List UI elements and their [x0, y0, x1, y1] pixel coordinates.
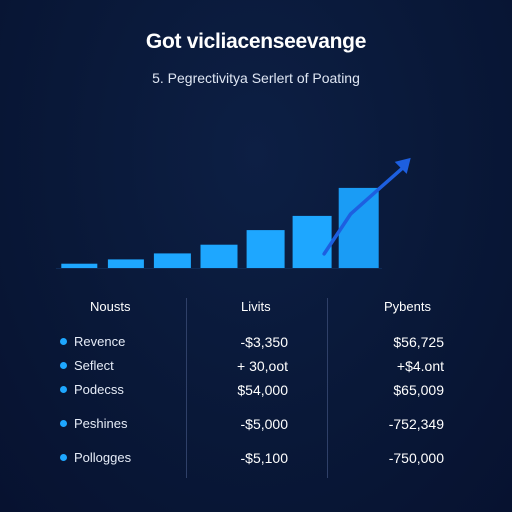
chart-baseline — [56, 268, 382, 269]
bar-chart — [56, 157, 411, 269]
row-value-2: -$3,350 — [240, 334, 288, 350]
bar — [107, 259, 144, 268]
trend-line — [322, 166, 405, 256]
table-row: Podecss $54,000 $65,009 — [0, 380, 512, 400]
bar — [292, 215, 332, 268]
bullet-icon — [60, 362, 67, 369]
table-row: Seflect + 30,oot +$4.ont — [0, 356, 512, 376]
bar — [200, 244, 238, 268]
bullet-icon — [60, 338, 67, 345]
row-value-2: + 30,oot — [237, 358, 288, 374]
row-value-3: -752,349 — [388, 416, 444, 432]
row-value-3: -750,000 — [388, 450, 444, 466]
bar — [153, 253, 191, 268]
chart-subtitle: 5. Pegrectivitya Serlert of Poating — [152, 70, 360, 86]
row-value-2: $54,000 — [237, 382, 288, 398]
bullet-icon — [60, 386, 67, 393]
row-label: Pollogges — [74, 450, 132, 465]
bullet-icon — [60, 454, 67, 461]
arrow-head-icon — [394, 157, 411, 174]
bullet-icon — [60, 420, 67, 427]
bar — [61, 263, 98, 268]
row-value-2: -$5,000 — [240, 416, 288, 432]
row-value-3: $65,009 — [393, 382, 444, 398]
row-value-3: +$4.ont — [396, 358, 444, 374]
trend-arrow — [322, 157, 411, 256]
row-label: Peshines — [74, 416, 128, 431]
row-value-2: -$5,100 — [240, 450, 288, 466]
row-label: Revence — [74, 334, 126, 349]
bar-series — [56, 187, 382, 269]
row-value-3: $56,725 — [393, 334, 444, 350]
table-row: Peshines -$5,000 -752,349 — [0, 414, 512, 434]
column-header-3: Pybents — [384, 299, 431, 314]
column-header-1: Nousts — [90, 299, 131, 314]
table-row: Pollogges -$5,100 -750,000 — [0, 448, 512, 468]
bar — [338, 187, 379, 268]
row-label: Seflect — [74, 358, 114, 373]
column-header-2: Livits — [241, 299, 271, 314]
table-row: Revence -$3,350 $56,725 — [0, 332, 512, 352]
bar — [246, 230, 285, 268]
row-label: Podecss — [74, 382, 124, 397]
column-divider-1 — [186, 298, 187, 478]
chart-title: Got vicliacenseevange — [145, 30, 367, 53]
column-divider-2 — [327, 298, 328, 478]
